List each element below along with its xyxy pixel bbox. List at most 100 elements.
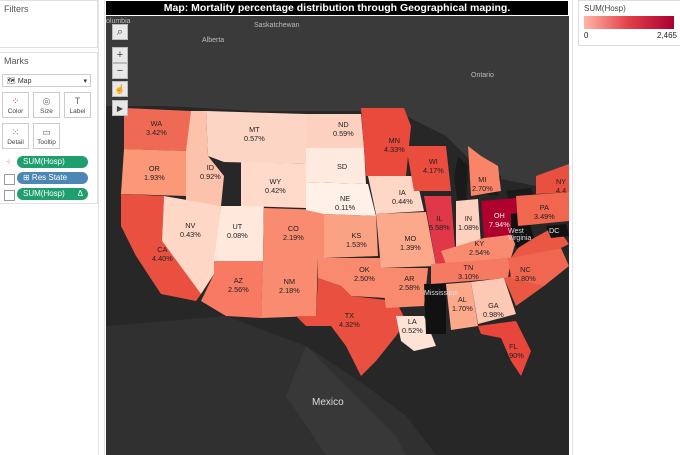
mark-type-dropdown[interactable]: 🗺 Map ▾ — [2, 74, 91, 87]
state-dc — [546, 224, 569, 238]
state-label-wy: WY 0.42% — [265, 177, 286, 195]
state-ia — [368, 176, 424, 214]
map-mark-icon: 🗺 — [7, 78, 16, 85]
state-label-tn: TN 3.10% — [458, 263, 479, 281]
state-label-tx: TX 4.32% — [339, 311, 360, 329]
chevron-down-icon: ▾ — [83, 78, 87, 85]
label-button[interactable]: T Label — [64, 92, 91, 118]
label-field-text: SUM(Hosp) — [23, 189, 65, 198]
state-ms — [424, 284, 446, 334]
state-ok — [318, 258, 386, 298]
label-field-icon — [4, 190, 15, 201]
geo-label-mississippi: Mississippi — [424, 290, 458, 297]
pan-select-icon[interactable]: ☝ — [112, 81, 128, 97]
map-title: Map: Mortality percentage distribution t… — [106, 1, 568, 15]
label-field-pill[interactable]: SUM(Hosp) Δ — [17, 188, 88, 200]
state-label-nv: NV 0.43% — [180, 221, 201, 239]
map-view[interactable]: Alberta Saskatchewan Ontario Mexico West… — [106, 16, 569, 455]
label-icon: T — [74, 96, 81, 106]
state-label-mn: MN 4.33% — [384, 136, 405, 154]
state-mo — [376, 212, 436, 268]
state-ky — [441, 234, 518, 264]
tooltip-icon: ▭ — [42, 127, 51, 137]
geo-label-columbia: olumbia — [106, 18, 131, 25]
state-label-il: IL 5.58% — [429, 214, 450, 232]
state-ga — [471, 278, 516, 324]
size-label: Size — [40, 108, 53, 115]
state-label-ks: KS 1.53% — [346, 231, 367, 249]
state-ne — [306, 182, 376, 216]
marks-title: Marks — [4, 56, 29, 66]
detail-field-pill[interactable]: ⊞ Res State — [17, 172, 88, 184]
state-label-dc: DC — [549, 226, 560, 235]
state-label-ny: NY 4.4 — [556, 177, 567, 195]
state-mt — [206, 111, 306, 164]
state-pa — [516, 192, 569, 226]
size-button[interactable]: ◎ Size — [33, 92, 60, 118]
state-label-ne: NE 0.11% — [335, 194, 356, 212]
state-ny — [536, 164, 569, 194]
state-ks — [324, 214, 378, 258]
tooltip-button[interactable]: ▭ Tooltip — [33, 123, 60, 149]
filters-card[interactable]: Filters — [0, 0, 98, 48]
state-fl — [478, 321, 531, 376]
size-icon: ◎ — [42, 96, 51, 106]
state-label-az: AZ 2.56% — [228, 276, 249, 294]
mark-type-value: Map — [17, 78, 32, 85]
state-label-ut: UT 0.08% — [227, 222, 248, 240]
state-label-ga: GA 0.98% — [483, 301, 504, 319]
search-icon[interactable]: ⌕ — [112, 24, 128, 40]
state-ut — [214, 194, 264, 261]
state-label-pa: PA 3.49% — [534, 203, 555, 221]
state-oh — [481, 198, 518, 238]
state-label-fl: FL 4.90% — [503, 342, 524, 360]
state-label-in: IN 1.08% — [458, 214, 479, 232]
state-label-co: CO 2.19% — [283, 224, 304, 242]
state-wi — [406, 146, 451, 191]
state-in — [456, 199, 481, 251]
state-label-ok: OK 2.50% — [354, 265, 375, 283]
state-tn — [431, 258, 511, 284]
detail-icon: ⁙ — [11, 127, 20, 137]
map-canvas — [106, 16, 569, 455]
state-mi — [468, 146, 501, 196]
legend-min: 0 — [584, 31, 589, 40]
delta-icon: Δ — [77, 189, 83, 198]
state-nm — [261, 258, 318, 318]
state-label-wa: WA 3.42% — [146, 119, 167, 137]
state-label-ia: IA 0.44% — [392, 188, 413, 206]
state-label-mt: MT 0.57% — [244, 125, 265, 143]
state-ar — [381, 268, 428, 308]
color-dots-icon: ⁘ — [11, 96, 20, 106]
play-icon[interactable]: ▶ — [112, 100, 128, 116]
state-wy — [241, 162, 306, 208]
color-button[interactable]: ⁘ Color — [2, 92, 29, 118]
state-label-ca: CA 4.40% — [152, 245, 173, 263]
color-field-icon: ⁘ — [5, 159, 12, 166]
state-label-sd: SD — [337, 162, 348, 171]
left-pane: Filters Marks 🗺 Map ▾ ⁘ Color ◎ Size T L… — [0, 0, 99, 455]
state-al — [446, 282, 478, 330]
state-label-id: ID 0.92% — [200, 163, 221, 181]
color-legend[interactable]: SUM(Hosp) 0 2,465 — [578, 0, 680, 46]
tooltip-label: Tooltip — [37, 139, 56, 146]
state-tx — [296, 278, 406, 376]
state-label-nm: NM 2.18% — [279, 277, 300, 295]
geo-label-alberta: Alberta — [202, 37, 225, 44]
state-label-mi: MI 2.70% — [472, 175, 493, 193]
detail-label: Detail — [7, 139, 24, 146]
geo-label-west-virginia: West Virginia — [508, 228, 532, 242]
state-nc — [508, 248, 569, 286]
zoom-out-icon[interactable]: − — [112, 63, 128, 79]
geo-label-saskatchewan: Saskatchewan — [254, 22, 300, 29]
detail-button[interactable]: ⁙ Detail — [2, 123, 29, 149]
state-label-la: LA 0.52% — [402, 317, 423, 335]
geo-label-ontario: Ontario — [471, 72, 494, 79]
geo-label-mexico: Mexico — [312, 397, 344, 408]
state-wa — [124, 108, 191, 151]
color-field-pill[interactable]: SUM(Hosp) — [17, 156, 88, 168]
state-il — [424, 196, 456, 266]
legend-gradient — [584, 16, 674, 29]
state-label-oh: OH 7.94% — [489, 211, 510, 229]
zoom-in-icon[interactable]: + — [112, 47, 128, 63]
